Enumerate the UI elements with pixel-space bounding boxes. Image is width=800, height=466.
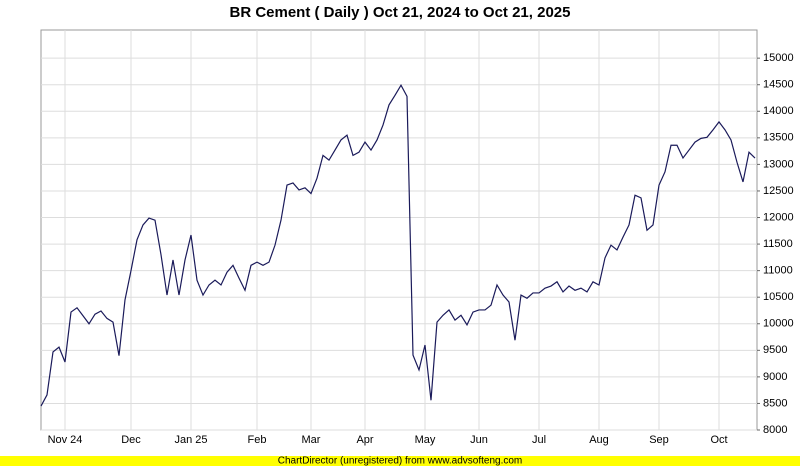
x-tick-label: Mar: [302, 434, 321, 446]
x-tick-label: Feb: [248, 434, 267, 446]
y-tick-label: 12000: [763, 211, 794, 223]
x-tick-label: Jul: [532, 434, 546, 446]
y-tick-label: 11500: [763, 238, 793, 250]
y-tick-label: 13000: [763, 158, 794, 170]
y-tick-label: 10000: [763, 318, 794, 330]
y-tick-label: 11000: [763, 265, 793, 277]
y-tick-label: 15000: [763, 52, 794, 64]
x-tick-label: Sep: [649, 434, 669, 446]
x-tick-label: Oct: [710, 434, 727, 446]
plot-area: [40, 29, 758, 431]
footer: ChartDirector (unregistered) from www.ad…: [278, 456, 523, 466]
x-tick-label: Jan 25: [174, 434, 207, 446]
price-line: [40, 84, 756, 407]
y-tick-label: 8000: [763, 424, 787, 436]
x-tick-label: May: [415, 434, 436, 446]
y-tick-label: 8500: [763, 397, 787, 409]
x-tick-label: Nov 24: [48, 434, 83, 446]
y-tick-label: 14500: [763, 79, 794, 91]
y-tick-label: 14000: [763, 105, 794, 117]
footer-bar: [0, 456, 800, 466]
y-tick-label: 12500: [763, 185, 794, 197]
y-tick-label: 10500: [763, 291, 794, 303]
y-tick-label: 13500: [763, 132, 794, 144]
x-tick-label: Aug: [589, 434, 609, 446]
x-tick-label: Apr: [356, 434, 373, 446]
x-tick-label: Jun: [470, 434, 488, 446]
y-tick-label: 9500: [763, 344, 787, 356]
x-tick-label: Dec: [121, 434, 141, 446]
y-tick-label: 9000: [763, 371, 787, 383]
chart-title: BR Cement ( Daily ) Oct 21, 2024 to Oct …: [230, 4, 571, 21]
